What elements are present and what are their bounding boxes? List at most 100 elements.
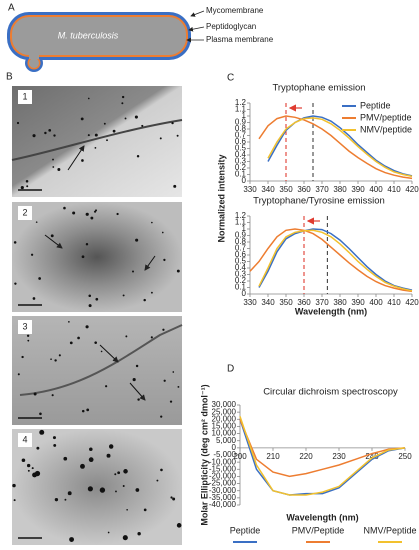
series-line	[239, 419, 406, 478]
particle	[171, 121, 174, 125]
chart-title: Tryptophane/Tyrosine emission	[253, 196, 385, 207]
particle	[25, 180, 29, 183]
particle	[117, 471, 121, 475]
y-tick-label: -30,000	[209, 486, 237, 495]
x-tick-label: 410	[387, 298, 401, 307]
chart-title: Circular dichroism spectroscopy	[263, 387, 398, 398]
particle	[132, 378, 136, 382]
layer-label: Plasma membrane	[206, 35, 274, 44]
y-tick-label: -15,000	[209, 464, 237, 473]
y-tick-label: 1.1	[235, 105, 247, 114]
particle	[63, 206, 66, 210]
x-axis-label: Wavelength (nm)	[295, 306, 367, 316]
y-tick-label: 10,000	[212, 429, 237, 438]
y-tick-label: 0.5	[235, 144, 247, 153]
cell-label: M. tuberculosis	[58, 30, 119, 40]
particle	[52, 166, 55, 168]
particle	[26, 463, 31, 468]
x-tick-label: 420	[405, 298, 419, 307]
x-tick-label: 370	[315, 298, 329, 307]
y-tick-label: 1.2	[235, 211, 247, 220]
particle	[141, 124, 144, 128]
particle	[54, 498, 59, 502]
particle	[32, 134, 36, 138]
particle	[124, 117, 127, 120]
y-tick-label: 0.6	[235, 137, 247, 146]
particle	[176, 523, 182, 528]
particle	[30, 253, 34, 256]
particle	[12, 483, 16, 488]
particle	[80, 463, 85, 469]
particle	[114, 473, 117, 476]
particle	[39, 412, 42, 416]
y-tick-label: 0.6	[235, 250, 247, 259]
legend-label: Peptide	[360, 100, 391, 110]
micrograph-number: 1	[22, 91, 27, 101]
particle	[122, 294, 125, 297]
particle	[172, 371, 175, 373]
particle	[69, 537, 75, 542]
panel-label: D	[227, 364, 234, 375]
particle	[94, 341, 97, 344]
y-tick-label: 0.8	[235, 237, 247, 246]
particle	[176, 134, 179, 137]
series-line	[258, 228, 413, 291]
x-tick-label: 360	[297, 185, 311, 194]
particle	[63, 456, 68, 461]
series-line	[239, 419, 406, 496]
y-tick-label: 0.2	[235, 276, 247, 285]
micrographs	[11, 86, 183, 545]
particle	[16, 121, 20, 125]
particle	[143, 298, 146, 302]
y-tick-label: -25,000	[209, 479, 237, 488]
panel-label: B	[6, 72, 13, 83]
series-line	[249, 228, 413, 293]
x-tick-label: 390	[351, 185, 365, 194]
particle	[116, 212, 119, 216]
particle	[134, 115, 138, 119]
x-tick-label: 230	[332, 452, 346, 461]
pointer	[190, 10, 205, 17]
x-tick-label: 420	[405, 185, 419, 194]
chart-title: Tryptophane emission	[272, 83, 365, 94]
y-tick-label: 0.7	[235, 131, 247, 140]
y-tick-label: 1	[242, 111, 247, 120]
particle	[135, 364, 139, 368]
x-tick-label: 340	[261, 298, 275, 307]
y-tick-label: 0.9	[235, 118, 247, 127]
particle	[68, 320, 70, 323]
particle	[108, 444, 114, 449]
x-tick-label: 350	[279, 185, 293, 194]
y-tick-label: -5,000	[213, 450, 236, 459]
particle	[53, 443, 57, 447]
x-tick-label: 350	[279, 298, 293, 307]
particle	[81, 409, 85, 413]
y-tick-label: -20,000	[209, 472, 237, 481]
particle	[161, 231, 164, 234]
x-tick-label: 330	[243, 185, 257, 194]
particle	[150, 336, 153, 339]
particle	[81, 255, 85, 259]
y-tick-label: 0.2	[235, 163, 247, 172]
particle	[38, 277, 41, 280]
pointer	[188, 26, 205, 32]
particle	[64, 498, 67, 501]
particle	[121, 95, 125, 99]
y-tick-label: 0.9	[235, 231, 247, 240]
particle	[106, 139, 108, 142]
particle	[176, 269, 180, 273]
legend-label: PMV/Peptide	[292, 525, 345, 535]
particle	[27, 469, 30, 472]
x-tick-label: 210	[266, 452, 280, 461]
legend-label: Peptide	[230, 525, 261, 535]
particle	[26, 185, 29, 188]
y-tick-label: 5,000	[216, 436, 237, 445]
y-tick-label: 0.4	[235, 150, 247, 159]
legend-label: PMV/peptide	[360, 112, 412, 122]
particle	[163, 379, 166, 382]
y-tick-label: 1.2	[235, 98, 247, 107]
particle	[72, 211, 76, 215]
y-tick-label: 0.7	[235, 244, 247, 253]
particle	[100, 350, 103, 353]
particle	[88, 457, 94, 463]
